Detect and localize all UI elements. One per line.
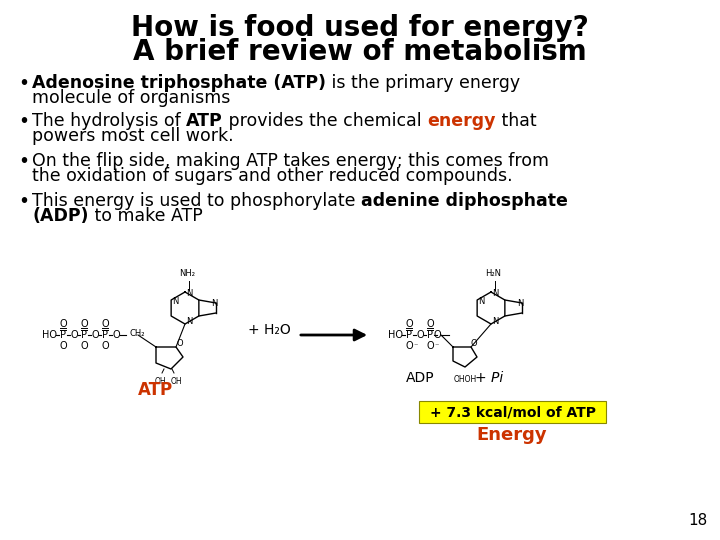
Text: N: N [211,300,217,308]
Text: P: P [60,330,66,340]
FancyBboxPatch shape [419,401,606,423]
Text: ATP: ATP [186,112,223,130]
Text: is the primary energy: is the primary energy [326,74,520,92]
Text: O: O [91,330,99,340]
Text: N: N [478,298,484,307]
Text: O: O [426,319,434,329]
Text: the oxidation of sugars and other reduced compounds.: the oxidation of sugars and other reduce… [32,167,513,185]
Text: ⁻: ⁻ [434,341,438,350]
Text: Adenosine triphosphate (ATP): Adenosine triphosphate (ATP) [32,74,326,92]
Text: O: O [80,319,88,329]
Text: powers most cell work.: powers most cell work. [32,127,233,145]
Text: O: O [70,330,78,340]
Text: molecule of organisms: molecule of organisms [32,89,230,107]
Text: •: • [18,112,29,131]
Text: P: P [81,330,87,340]
Text: + 7.3 kcal/mol of ATP: + 7.3 kcal/mol of ATP [430,405,595,419]
Text: N: N [172,298,178,307]
Text: N: N [186,289,192,299]
Text: O: O [80,341,88,351]
Text: P: P [427,330,433,340]
Text: •: • [18,74,29,93]
Text: HO: HO [388,330,403,340]
Text: ⁻: ⁻ [413,341,418,350]
Text: O: O [102,319,109,329]
Text: CH₂: CH₂ [129,328,145,338]
Text: •: • [18,152,29,171]
Text: HO: HO [42,330,57,340]
Text: 18: 18 [689,513,708,528]
Text: + Pi: + Pi [475,371,503,385]
Text: N: N [186,318,192,327]
Text: N: N [492,289,498,299]
Text: O: O [426,341,434,351]
Text: This energy is used to phosphorylate: This energy is used to phosphorylate [32,192,361,210]
Text: •: • [18,192,29,211]
Text: On the flip side, making ATP takes energy; this comes from: On the flip side, making ATP takes energ… [32,152,549,170]
Text: O: O [416,330,424,340]
Text: ADP: ADP [405,371,434,385]
Text: O: O [112,330,120,340]
Text: P: P [102,330,108,340]
Text: NH₂: NH₂ [179,269,195,278]
Text: OHOH: OHOH [454,375,477,384]
Text: OH: OH [170,377,182,386]
Text: provides the chemical: provides the chemical [223,112,427,130]
Text: N: N [517,300,523,308]
Text: ATP: ATP [138,381,173,399]
Text: The hydrolysis of: The hydrolysis of [32,112,186,130]
Text: N: N [492,318,498,327]
Text: Energy: Energy [477,426,547,444]
Text: (ADP): (ADP) [32,207,89,225]
Text: O: O [102,341,109,351]
Text: O: O [471,339,477,348]
Text: adenine diphosphate: adenine diphosphate [361,192,568,210]
Text: O: O [59,319,67,329]
Text: O: O [433,330,441,340]
Text: How is food used for energy?: How is food used for energy? [131,14,589,42]
Text: O: O [405,341,413,351]
Text: that: that [495,112,536,130]
Text: P: P [406,330,412,340]
Text: O: O [59,341,67,351]
Text: + H₂O: + H₂O [248,323,291,337]
Text: energy: energy [427,112,495,130]
Text: O: O [176,340,184,348]
Text: H₂N: H₂N [485,269,501,278]
Text: to make ATP: to make ATP [89,207,202,225]
Text: OH: OH [154,377,166,386]
Text: O: O [405,319,413,329]
Text: A brief review of metabolism: A brief review of metabolism [133,38,587,66]
